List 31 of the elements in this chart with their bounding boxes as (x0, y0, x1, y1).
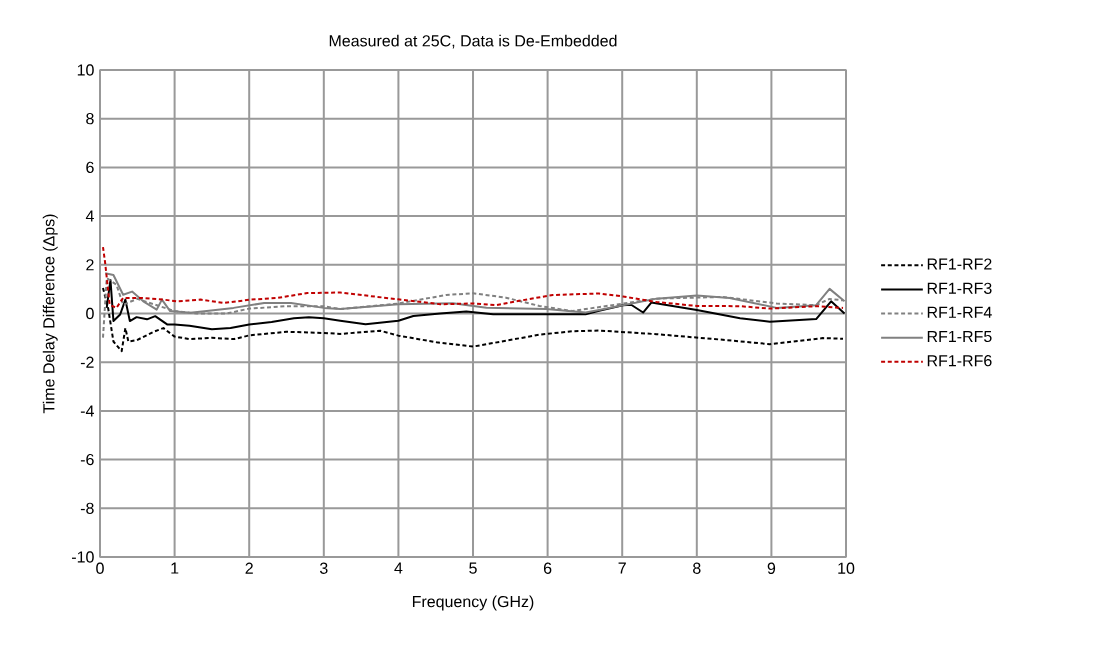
x-tick-label: 0 (96, 562, 104, 574)
y-tick-label: 6 (86, 161, 94, 174)
x-tick-label: 5 (469, 562, 477, 574)
y-axis-title: Time Delay Difference (Δps) (42, 214, 58, 414)
x-tick-label: 4 (394, 562, 403, 574)
y-tick-label: -10 (72, 551, 94, 563)
x-tick-label: 7 (618, 562, 626, 574)
x-axis-title: Frequency (GHz) (412, 595, 534, 611)
y-tick-label: -8 (80, 502, 94, 514)
x-tick-label: 1 (171, 562, 179, 574)
x-tick-label: 3 (319, 562, 328, 574)
x-tick-label: 2 (245, 562, 253, 574)
y-tick-label: -2 (80, 356, 94, 368)
x-tick-label: 9 (767, 562, 776, 574)
legend-label: RF1-RF2 (927, 258, 992, 270)
legend-label: RF1-RF4 (927, 306, 992, 318)
y-tick-label: -4 (80, 405, 94, 417)
y-tick-label: 4 (85, 210, 94, 222)
x-tick-label: 6 (543, 562, 552, 574)
x-tick-label: 8 (693, 562, 701, 574)
y-tick-label: -6 (80, 453, 94, 466)
legend-label: RF1-RF3 (927, 282, 992, 294)
legend-label: RF1-RF5 (927, 330, 992, 343)
y-tick-label: 0 (86, 307, 94, 320)
x-tick-label: 10 (838, 562, 855, 574)
line-series (101, 246, 845, 310)
y-tick-label: 8 (86, 113, 94, 125)
chart-title: Measured at 25C, Data is De-Embedded (329, 34, 617, 49)
y-tick-label: 10 (77, 64, 94, 76)
legend-label: RF1-RF6 (927, 355, 992, 367)
y-tick-label: 2 (86, 259, 94, 271)
